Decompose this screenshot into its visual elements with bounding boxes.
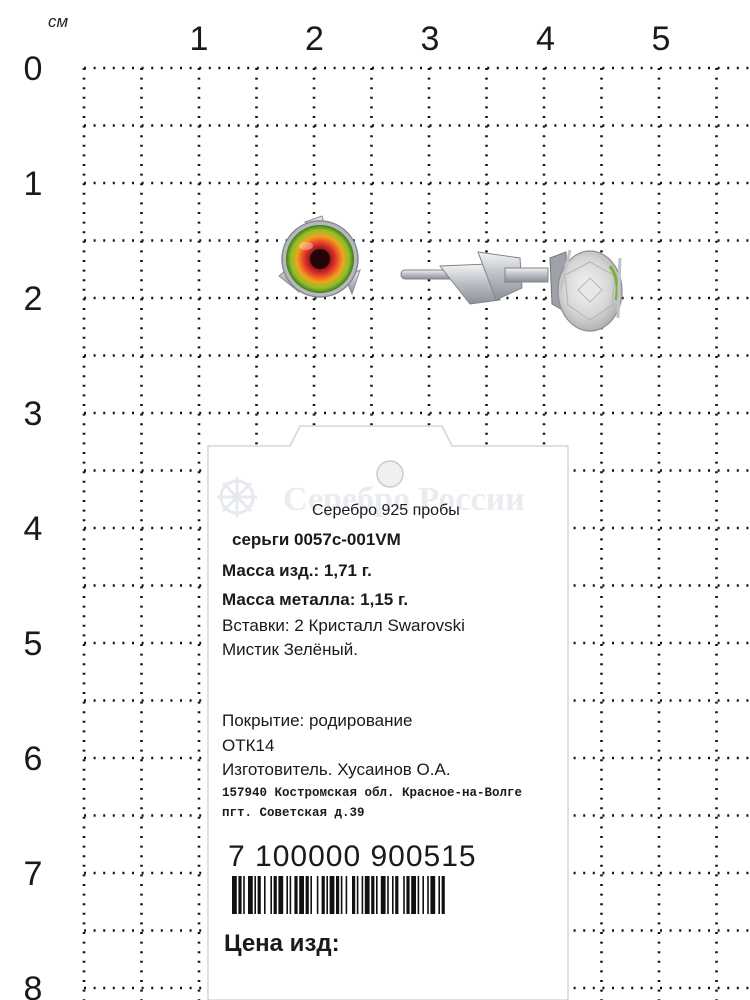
barcode-bar [294, 876, 298, 914]
earring-front-view [278, 215, 361, 298]
tag-inserts: Вставки: 2 Кристалл Swarovski [222, 616, 465, 635]
tag-metal: Серебро 925 пробы [312, 502, 460, 519]
tag-price-label: Цена изд: [224, 930, 340, 957]
barcode-bar [321, 876, 325, 914]
barcode-bar [286, 876, 288, 914]
barcode-bar [371, 876, 375, 914]
barcode-bar [352, 876, 356, 914]
barcode-bar [316, 876, 319, 914]
tag-otk: ОТК14 [222, 736, 275, 755]
barcode-bar [422, 876, 424, 914]
barcode-bar [411, 876, 416, 914]
barcode-bar [395, 876, 399, 914]
barcode-bar [340, 876, 343, 914]
tag-mass-metal: Масса металла: 1,15 г. [222, 590, 409, 609]
tag-address: 157940 Костромская обл. Красное-на-Волге [222, 786, 523, 800]
y-axis-label: 5 [24, 625, 43, 663]
x-axis-label: 1 [190, 20, 209, 58]
barcode-bar [310, 876, 312, 914]
earring-side-view [400, 249, 623, 332]
barcode-bar [248, 876, 253, 914]
y-axis-label: 1 [24, 165, 43, 203]
barcode-bar [438, 876, 440, 914]
barcode-bar [356, 876, 359, 914]
barcode-bar [376, 876, 378, 914]
barcode-bar [264, 876, 266, 914]
barcode-bar [441, 876, 445, 914]
tag-inserts-cont: Мистик Зелёный. [222, 640, 358, 659]
x-axis-label: 4 [536, 20, 555, 58]
unit-label: см [48, 12, 69, 31]
barcode-bar [289, 876, 292, 914]
barcode-bar [278, 876, 284, 914]
x-axis-labels: 1 2 3 4 5 [190, 20, 671, 58]
barcode-bar [326, 876, 328, 914]
x-axis-label: 3 [421, 20, 440, 58]
barcode-bar [273, 876, 277, 914]
barcode-bar [392, 876, 394, 914]
barcode-bar [305, 876, 309, 914]
price-tag: Серебро России [207, 425, 569, 1000]
barcode-bar [427, 876, 429, 914]
barcode-bar [232, 876, 237, 914]
barcode-bar [329, 876, 335, 914]
barcode-bar [417, 876, 420, 914]
tag-hole [376, 460, 404, 488]
y-axis-labels: 0 1 2 3 4 5 6 7 8 [24, 50, 43, 1000]
y-axis-label: 8 [24, 970, 43, 1000]
barcode-bar [299, 876, 304, 914]
tag-article: серьги 0057с-001VM [232, 530, 401, 549]
barcode-bar [254, 876, 256, 914]
y-axis-label: 7 [24, 855, 43, 893]
watermark-emblem-icon [217, 477, 257, 517]
barcode-bar [336, 876, 340, 914]
x-axis-label: 2 [305, 20, 324, 58]
barcode-bar [380, 876, 386, 914]
barcode-bar [364, 876, 370, 914]
y-axis-label: 2 [24, 280, 43, 318]
tag-coating: Покрытие: родирование [222, 711, 413, 730]
x-axis-label: 5 [652, 20, 671, 58]
barcode-number: 7 100000 900515 [228, 840, 477, 873]
y-axis-label: 0 [24, 50, 43, 88]
barcode-bar [387, 876, 389, 914]
tag-maker: Изготовитель. Хусаинов О.А. [222, 760, 451, 779]
barcode-bar [270, 876, 272, 914]
barcode-bar [243, 876, 245, 914]
barcode-bar [430, 876, 436, 914]
tag-address-cont: пгт. Советская д.39 [222, 806, 365, 820]
barcode-bar [403, 876, 405, 914]
barcode-bar [257, 876, 261, 914]
y-axis-label: 4 [24, 510, 43, 548]
tag-watermark: Серебро России [283, 481, 525, 518]
y-axis-label: 3 [24, 395, 43, 433]
barcode-bar [361, 876, 364, 914]
y-axis-label: 6 [24, 740, 43, 778]
barcode [232, 876, 445, 914]
barcode-bar [406, 876, 410, 914]
ruler-grid [82, 66, 750, 1000]
tag-mass-item: Масса изд.: 1,71 г. [222, 561, 372, 580]
barcode-bar [345, 876, 348, 914]
barcode-bar [238, 876, 242, 914]
